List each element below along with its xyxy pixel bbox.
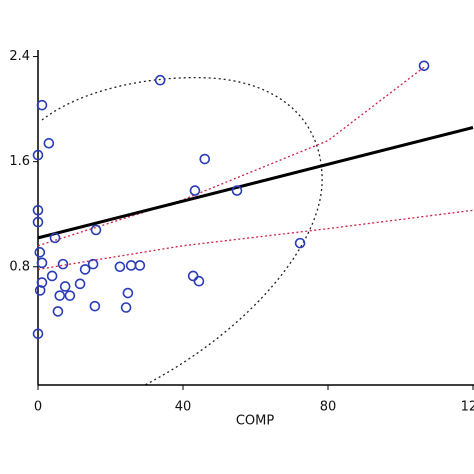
regression-line bbox=[37, 126, 474, 240]
point bbox=[114, 261, 126, 273]
point bbox=[59, 281, 71, 292]
point bbox=[32, 216, 44, 228]
point bbox=[90, 224, 102, 236]
point bbox=[43, 137, 55, 149]
point bbox=[231, 185, 243, 196]
point bbox=[74, 278, 86, 290]
point bbox=[34, 247, 46, 258]
point bbox=[187, 270, 199, 282]
point bbox=[34, 285, 46, 296]
point bbox=[89, 300, 101, 312]
point bbox=[120, 302, 132, 313]
point bbox=[193, 275, 205, 287]
x-tick-label: 120 bbox=[461, 400, 474, 415]
point bbox=[418, 60, 430, 72]
point bbox=[36, 257, 48, 269]
confidence-band bbox=[37, 209, 474, 271]
point bbox=[32, 204, 44, 216]
point bbox=[49, 232, 61, 244]
point bbox=[57, 258, 69, 270]
point bbox=[36, 99, 48, 111]
point bbox=[154, 74, 166, 86]
point bbox=[87, 258, 99, 270]
point bbox=[52, 306, 64, 317]
x-tick-label: 80 bbox=[320, 400, 337, 415]
point bbox=[32, 149, 44, 161]
point bbox=[189, 185, 201, 196]
point bbox=[199, 153, 211, 165]
x-tick-label: 0 bbox=[34, 400, 42, 415]
point bbox=[79, 264, 91, 275]
point bbox=[134, 260, 146, 271]
x-tick-label: 40 bbox=[175, 400, 192, 415]
y-tick-label: 1.6 bbox=[9, 154, 30, 169]
confidence-band bbox=[37, 65, 427, 247]
point bbox=[54, 290, 66, 301]
y-tick-label: 2.4 bbox=[9, 49, 30, 64]
x-axis-label: COMP bbox=[236, 414, 275, 429]
ellipse bbox=[41, 76, 323, 386]
point bbox=[36, 277, 48, 288]
point bbox=[32, 328, 44, 340]
point bbox=[122, 287, 134, 299]
point bbox=[46, 270, 58, 282]
point bbox=[64, 290, 76, 301]
point bbox=[125, 260, 137, 271]
y-tick-label: 0.8 bbox=[9, 259, 30, 274]
point bbox=[294, 237, 306, 249]
